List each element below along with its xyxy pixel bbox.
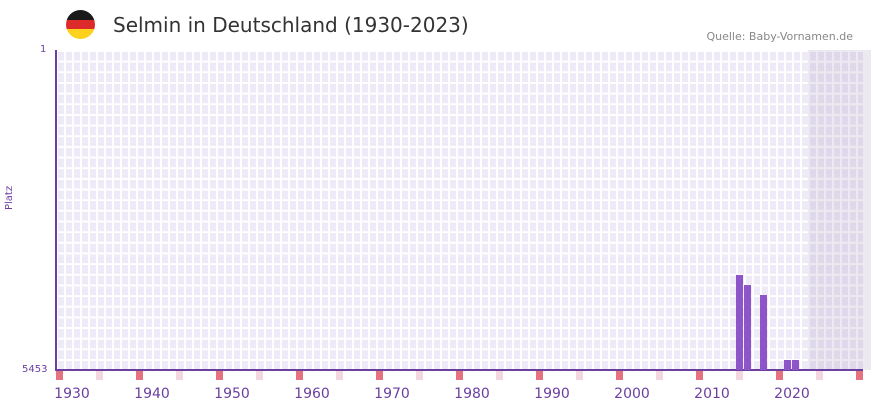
source-link[interactable]: Quelle: Baby-Vornamen.de: [706, 30, 853, 43]
decade-marker: [336, 371, 343, 380]
x-tick: 1950: [214, 386, 250, 402]
decade-marker: [656, 371, 663, 380]
decade-marker: [616, 371, 623, 380]
decade-marker: [416, 371, 423, 380]
bar-2013[interactable]: [736, 274, 743, 370]
x-tick: 1960: [294, 386, 330, 402]
y-axis: [55, 50, 57, 371]
decade-marker: [456, 371, 463, 380]
y-tick-bottom: 5453: [22, 364, 48, 375]
x-tick: 2010: [694, 386, 730, 402]
decade-marker: [696, 371, 703, 380]
x-tick: 1930: [54, 386, 90, 402]
decade-marker: [176, 371, 183, 380]
decade-marker: [56, 371, 63, 380]
chart-title: Selmin in Deutschland (1930-2023): [113, 13, 469, 37]
decade-marker: [376, 371, 383, 380]
future-shade: [808, 50, 871, 370]
x-axis: [56, 369, 863, 371]
decade-marker: [776, 371, 783, 380]
decade-marker: [216, 371, 223, 380]
plot-area: [56, 50, 871, 370]
decade-marker: [496, 371, 503, 380]
decade-marker: [296, 371, 303, 380]
x-tick: 1990: [534, 386, 570, 402]
x-tick: 1980: [454, 386, 490, 402]
y-axis-label: Platz: [4, 185, 15, 210]
decade-marker: [576, 371, 583, 380]
decade-marker: [136, 371, 143, 380]
decade-marker: [856, 371, 863, 380]
bar-2016[interactable]: [760, 294, 767, 370]
decade-marker: [816, 371, 823, 380]
decade-marker: [536, 371, 543, 380]
x-tick: 2020: [774, 386, 810, 402]
x-tick: 2000: [614, 386, 650, 402]
bar-2014[interactable]: [744, 284, 751, 370]
y-tick-top: 1: [40, 44, 47, 55]
bar-2019[interactable]: [784, 359, 791, 370]
german-flag-icon: [66, 10, 95, 39]
decade-marker: [256, 371, 263, 380]
x-tick: 1940: [134, 386, 170, 402]
decade-marker: [736, 371, 743, 380]
bar-2020[interactable]: [792, 359, 799, 370]
x-tick: 1970: [374, 386, 410, 402]
decade-marker: [96, 371, 103, 380]
